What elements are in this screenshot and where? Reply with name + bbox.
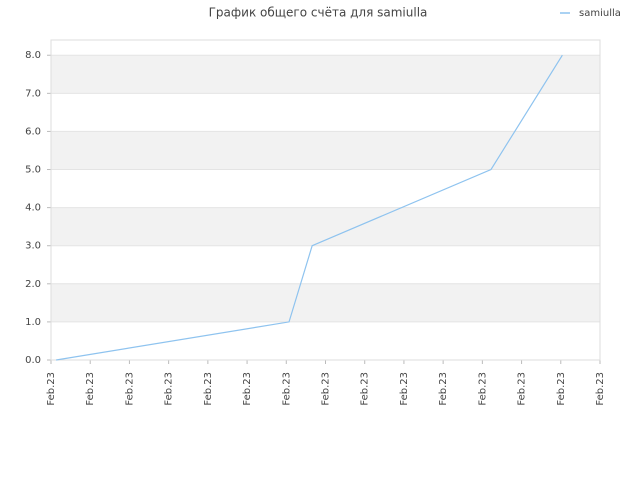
x-tick-label: Feb.23: [321, 372, 332, 406]
y-tick-label: 1.0: [25, 317, 41, 328]
y-tick-label: 6.0: [25, 126, 41, 137]
x-tick-label: Feb.23: [281, 372, 292, 406]
grid-band: [51, 131, 600, 170]
x-tick-label: Feb.23: [517, 372, 528, 406]
data-line: [56, 54, 563, 361]
x-tick-label: Feb.23: [46, 372, 57, 406]
x-tick-label: Feb.23: [477, 372, 488, 406]
x-tick-label: Feb.23: [399, 372, 410, 406]
y-tick-label: 3.0: [25, 241, 41, 252]
plot-border: [50, 39, 601, 361]
y-tick-label: 4.0: [25, 203, 41, 214]
x-tick-label: Feb.23: [85, 372, 96, 406]
x-tick-label: Feb.23: [164, 372, 175, 406]
y-tick-label: 2.0: [25, 279, 41, 290]
x-tick-label: Feb.23: [242, 372, 253, 406]
grid-band: [51, 55, 600, 94]
x-tick-label: Feb.23: [360, 372, 371, 406]
legend-label: samiulla: [579, 8, 621, 19]
x-tick-label: Feb.23: [203, 372, 214, 406]
x-tick-label: Feb.23: [124, 372, 135, 406]
y-tick-label: 0.0: [25, 355, 41, 366]
y-tick-label: 8.0: [25, 50, 41, 61]
x-tick-label: Feb.23: [438, 372, 449, 406]
y-tick-label: 7.0: [25, 88, 41, 99]
y-tick-label: 5.0: [25, 165, 41, 176]
grid-band: [51, 207, 600, 246]
chart-title: График общего счёта для samiulla: [209, 6, 428, 20]
x-tick-label: Feb.23: [595, 372, 606, 406]
grid-band: [51, 283, 600, 322]
x-tick-label: Feb.23: [556, 372, 567, 406]
